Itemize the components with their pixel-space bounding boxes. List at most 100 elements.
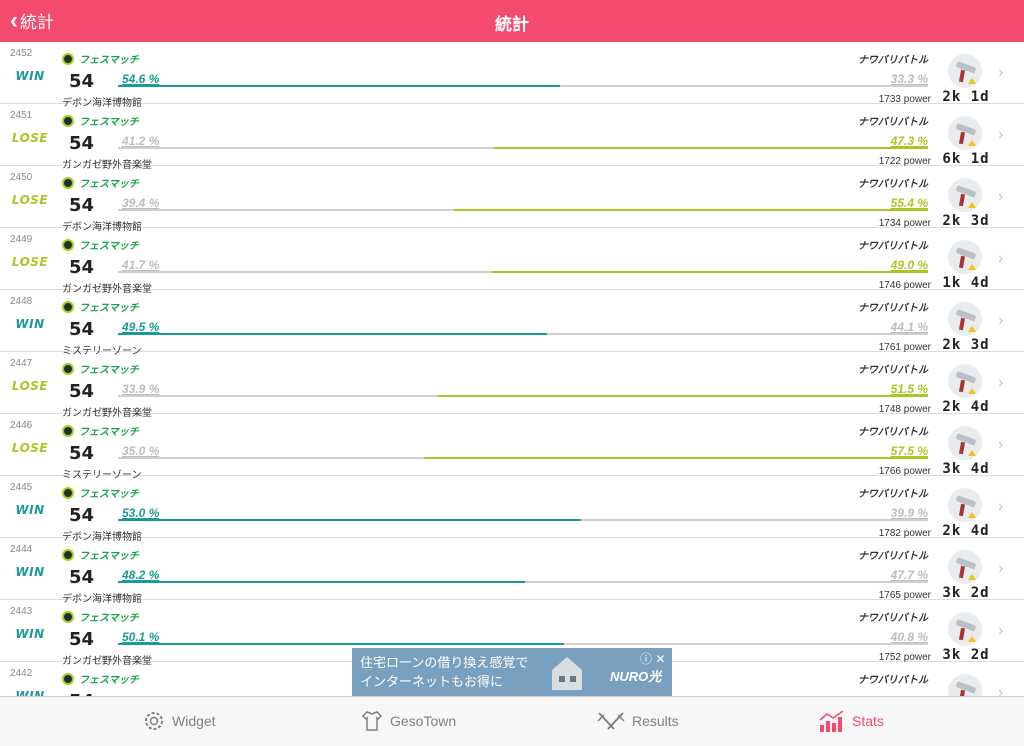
weapon-icon (948, 612, 982, 646)
turf-bar (118, 643, 928, 645)
results-list[interactable]: 2452 WIN フェスマッチ 54 54.6 % ナワバリバトル 33.3 % デボン海洋博… (0, 42, 1024, 696)
tab-gesotown[interactable]: GesoTown (360, 709, 456, 733)
battle-type: ナワバリバトル (857, 179, 928, 190)
gear-icon (145, 712, 163, 730)
stage-name: ミステリーゾーン (62, 346, 142, 357)
power-value: 1765 power (878, 590, 931, 601)
other-team-percent: 55.4 % (890, 196, 928, 210)
chevron-right-icon[interactable]: › (998, 250, 1004, 267)
fest-icon (62, 362, 74, 375)
other-team-percent: 57.5 % (890, 444, 928, 458)
chevron-right-icon[interactable]: › (998, 374, 1004, 391)
my-team-bar (118, 643, 565, 645)
other-team-bar (493, 147, 928, 149)
result-label: WIN (15, 627, 45, 641)
tab-widget-label: Widget (172, 713, 216, 729)
mode-label: フェスマッチ (62, 175, 139, 190)
mode-label: フェスマッチ (62, 51, 139, 66)
result-row[interactable]: 2449 LOSE フェスマッチ 54 41.7 % ナワバリバトル 49.0 % ガンガゼ野… (0, 228, 1024, 295)
result-row[interactable]: 2443 WIN フェスマッチ 54 50.1 % ナワバリバトル 40.8 % ガンガゼ野外… (0, 600, 1024, 667)
chevron-right-icon[interactable]: › (998, 436, 1004, 453)
turf-bar (118, 85, 928, 87)
result-label: LOSE (11, 255, 49, 269)
turf-bar (118, 271, 928, 273)
ad-banner[interactable]: 住宅ローンの借り換え感覚で インターネットもお得に NURO光 ⓘ ✕ (352, 648, 672, 696)
my-team-percent: 33.9 % (122, 382, 160, 396)
battle-number: 2449 (10, 234, 33, 245)
power-value: 1733 power (878, 94, 931, 105)
chevron-right-icon[interactable]: › (998, 126, 1004, 143)
level-value: 54 (69, 381, 95, 402)
result-row[interactable]: 2448 WIN フェスマッチ 54 49.5 % ナワバリバトル 44.1 % ミステリーゾ… (0, 290, 1024, 357)
tab-results[interactable]: Results (596, 709, 679, 733)
result-row[interactable]: 2447 LOSE フェスマッチ 54 33.9 % ナワバリバトル 51.5 % ガンガゼ野… (0, 352, 1024, 419)
tab-stats[interactable]: Stats (818, 709, 884, 733)
weapon-icon (948, 178, 982, 212)
kill-death: 2k 4d (942, 523, 990, 539)
chevron-right-icon[interactable]: › (998, 312, 1004, 329)
result-row[interactable]: 2445 WIN フェスマッチ 54 53.0 % ナワバリバトル 39.9 % デボン海洋博… (0, 476, 1024, 543)
battle-type: ナワバリバトル (857, 241, 928, 252)
kill-death: 1k 4d (942, 275, 990, 291)
my-team-percent: 54.6 % (122, 72, 160, 86)
mode-text: フェスマッチ (79, 241, 139, 252)
battle-number: 2447 (10, 358, 33, 369)
my-team-bar (118, 85, 561, 87)
tab-stats-label: Stats (852, 713, 884, 729)
result-row[interactable]: 2444 WIN フェスマッチ 54 48.2 % ナワバリバトル 47.7 % デボン海洋博… (0, 538, 1024, 605)
result-label: LOSE (11, 131, 49, 145)
chevron-right-icon[interactable]: › (998, 64, 1004, 81)
mode-label: フェスマッチ (62, 671, 139, 686)
my-team-percent: 48.2 % (122, 568, 160, 582)
result-row[interactable]: 2452 WIN フェスマッチ 54 54.6 % ナワバリバトル 33.3 % デボン海洋博… (0, 42, 1024, 109)
level-value: 54 (69, 567, 95, 588)
mode-label: フェスマッチ (62, 547, 139, 562)
result-row[interactable]: 2446 LOSE フェスマッチ 54 35.0 % ナワバリバトル 57.5 % ミステリー… (0, 414, 1024, 481)
battle-type: ナワバリバトル (857, 551, 928, 562)
mode-text: フェスマッチ (79, 365, 139, 376)
battle-number: 2443 (10, 606, 33, 617)
battle-type: ナワバリバトル (857, 613, 928, 624)
mode-label: フェスマッチ (62, 299, 139, 314)
result-row[interactable]: 2450 LOSE フェスマッチ 54 39.4 % ナワバリバトル 55.4 % デボン海洋… (0, 166, 1024, 233)
ad-line-1: 住宅ローンの借り換え感覚で (360, 655, 529, 670)
fest-icon (62, 672, 74, 685)
battle-type: ナワバリバトル (857, 303, 928, 314)
level-value: 54 (69, 71, 95, 92)
kill-death: 3k 2d (942, 647, 990, 663)
fest-icon (62, 176, 74, 189)
result-row[interactable]: 2451 LOSE フェスマッチ 54 41.2 % ナワバリバトル 47.3 % ガンガゼ野… (0, 104, 1024, 171)
stage-name: ミステリーゾーン (62, 470, 142, 481)
turf-bar (118, 457, 928, 459)
stage-name: ガンガゼ野外音楽堂 (62, 656, 152, 667)
chevron-right-icon[interactable]: › (998, 622, 1004, 639)
back-button[interactable]: ‹ 統計 (10, 8, 54, 33)
ad-close-icon[interactable]: ⓘ ✕ (640, 652, 666, 666)
fest-icon (62, 238, 74, 251)
mode-text: フェスマッチ (79, 179, 139, 190)
battle-type: ナワバリバトル (857, 117, 928, 128)
result-label: LOSE (11, 379, 49, 393)
fest-icon (62, 114, 74, 127)
result-row[interactable]: 2442 WIN フェスマッチ 54 ナワバリバトル › (0, 662, 1024, 696)
my-team-percent: 39.4 % (122, 196, 160, 210)
tab-widget[interactable]: Widget (142, 709, 216, 733)
turf-bar (118, 333, 928, 335)
chevron-right-icon[interactable]: › (998, 684, 1004, 696)
tab-bar: Widget GesoTown Results Stats (0, 696, 1024, 746)
fest-icon (62, 486, 74, 499)
chevron-right-icon[interactable]: › (998, 188, 1004, 205)
battle-type: ナワバリバトル (857, 365, 928, 376)
chevron-right-icon[interactable]: › (998, 560, 1004, 577)
level-value: 54 (69, 629, 95, 650)
weapon-icon (948, 116, 982, 150)
result-label: WIN (15, 565, 45, 579)
weapon-icon (948, 54, 982, 88)
turf-bar (118, 395, 928, 397)
chevron-right-icon[interactable]: › (998, 498, 1004, 515)
battle-number: 2446 (10, 420, 33, 431)
mode-text: フェスマッチ (79, 613, 139, 624)
stage-name: デボン海洋博物館 (62, 222, 142, 233)
tab-results-label: Results (632, 713, 679, 729)
weapon-icon (948, 550, 982, 584)
